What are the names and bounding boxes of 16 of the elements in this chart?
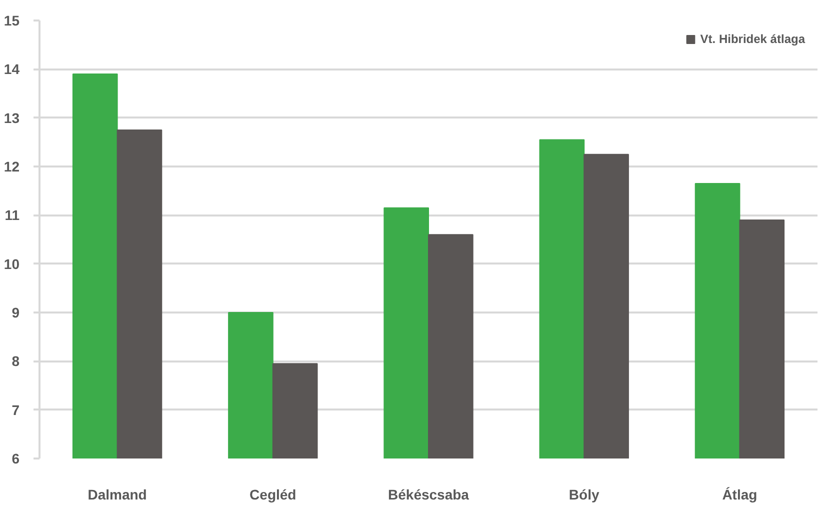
y-tick-label: 10 — [4, 256, 20, 272]
y-tick-label: 13 — [4, 110, 20, 126]
x-tick-label: Cegléd — [250, 486, 296, 502]
y-tick-label: 6 — [12, 450, 20, 466]
y-tick-label: 14 — [4, 61, 20, 78]
legend-label: Vt. Hibridek átlaga — [700, 32, 805, 46]
y-tick-label: 9 — [12, 304, 20, 320]
x-tick-label: Dalmand — [88, 486, 147, 502]
y-tick-label: 12 — [4, 158, 20, 174]
x-tick-label: Bóly — [568, 486, 600, 502]
y-tick-label: 7 — [12, 402, 20, 418]
x-tick-label: Átlag — [722, 486, 758, 502]
x-tick-label: Békéscsaba — [388, 486, 470, 502]
y-tick-label: 8 — [12, 353, 20, 370]
y-tick-label: 15 — [4, 12, 20, 28]
y-tick-label: 11 — [4, 207, 20, 224]
